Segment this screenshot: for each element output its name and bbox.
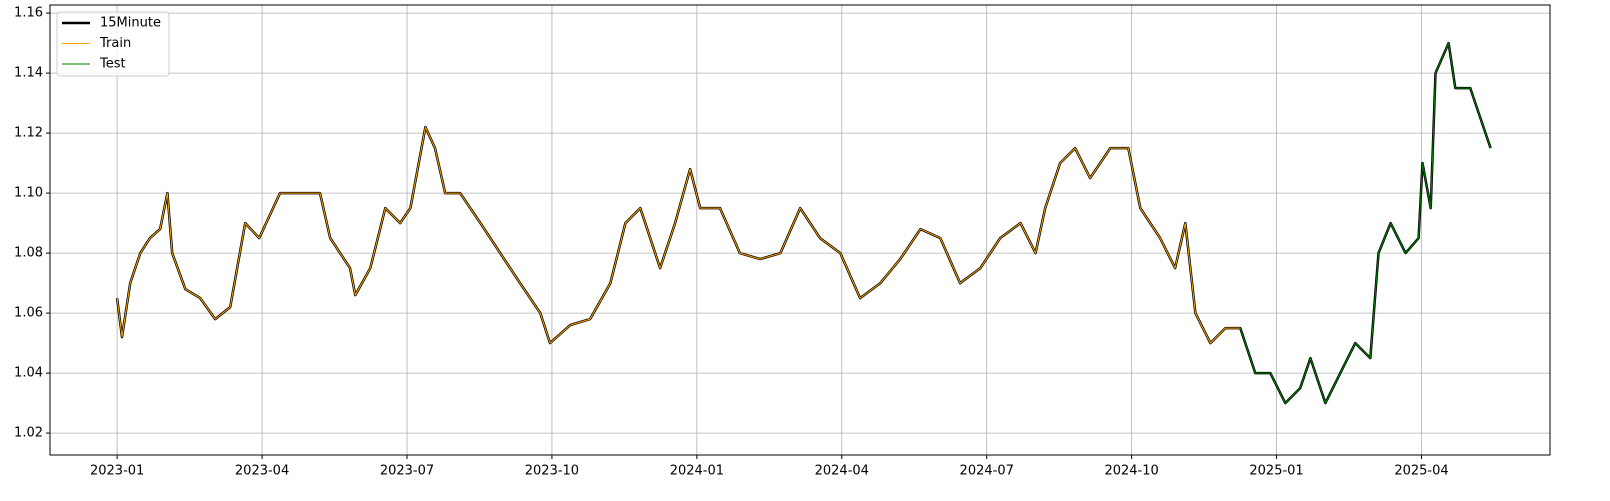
y-tick-label: 1.16 bbox=[14, 6, 43, 21]
x-tick-label: 2023-07 bbox=[380, 464, 434, 479]
plot-frame bbox=[49, 4, 1551, 456]
x-tick-label: 2024-01 bbox=[670, 464, 724, 479]
x-tick-label: 2025-01 bbox=[1249, 464, 1303, 479]
x-tick-label: 2023-04 bbox=[235, 464, 289, 479]
x-tick-label: 2023-01 bbox=[90, 464, 144, 479]
series-line bbox=[115, 41, 1492, 405]
series-line bbox=[116, 126, 1241, 344]
x-tick-label: 2024-07 bbox=[960, 464, 1014, 479]
series-line bbox=[1239, 42, 1492, 404]
x-tick-label: 2025-04 bbox=[1394, 464, 1448, 479]
legend-frame bbox=[56, 11, 170, 77]
y-tick-label: 1.12 bbox=[14, 126, 43, 141]
x-tick-label: 2024-04 bbox=[815, 464, 869, 479]
x-tick-label: 2023-10 bbox=[525, 464, 579, 479]
y-tick-label: 1.08 bbox=[14, 246, 43, 261]
x-tick-label: 2024-10 bbox=[1104, 464, 1158, 479]
legend-label: 15Minute bbox=[100, 16, 161, 31]
y-tick-label: 1.02 bbox=[14, 426, 43, 441]
y-tick-label: 1.04 bbox=[14, 366, 43, 381]
legend: 15Minute Train Test bbox=[56, 11, 170, 77]
y-tick-label: 1.10 bbox=[14, 186, 43, 201]
y-tick-label: 1.06 bbox=[14, 306, 43, 321]
y-tick-label: 1.14 bbox=[14, 66, 43, 81]
legend-label: Test bbox=[99, 57, 126, 72]
legend-label: Train bbox=[99, 36, 131, 51]
